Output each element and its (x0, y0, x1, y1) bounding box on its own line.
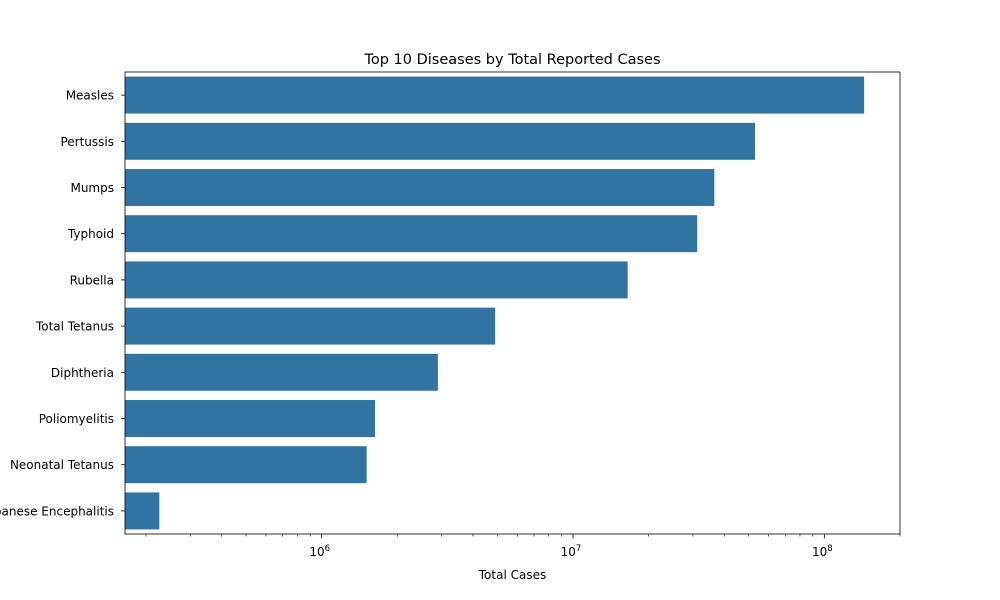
x-axis: 106 107 108 (145, 534, 901, 559)
y-tick-label: Neonatal Tetanus (10, 458, 114, 472)
bar-rubella (125, 261, 628, 299)
bar-mumps (125, 169, 715, 206)
y-tick-label: Diphtheria (51, 366, 114, 380)
bar-total-tetanus (125, 307, 496, 345)
bars-group (125, 76, 865, 530)
y-tick-label: Japanese Encephalitis (0, 504, 114, 518)
y-tick-label: Rubella (70, 273, 114, 287)
x-tick-label: 108 (812, 544, 833, 559)
y-tick-label: Mumps (70, 181, 114, 195)
bar-poliomyelitis (125, 400, 376, 437)
y-tick-label: Measles (66, 89, 114, 103)
bar-japanese-encephalitis (125, 492, 160, 530)
x-axis-label: Total Cases (478, 568, 546, 582)
x-tick-label-exponent: 7 (576, 544, 581, 554)
x-tick-label-base: 10 (812, 545, 827, 559)
y-tick-label: Typhoid (67, 227, 114, 241)
y-tick-label: Total Tetanus (35, 320, 114, 334)
bar-pertussis (125, 122, 756, 160)
x-tick-label: 107 (561, 544, 582, 559)
x-tick-label-exponent: 6 (325, 544, 330, 554)
y-axis: Measles Pertussis Mumps Typhoid Rubella Total… (0, 89, 125, 518)
x-tick-label: 106 (309, 544, 330, 559)
plot-frame (124, 71, 901, 535)
x-tick-label-base: 10 (309, 545, 324, 559)
bar-typhoid (125, 215, 698, 253)
y-tick-label: Pertussis (60, 135, 114, 149)
chart-title: Top 10 Diseases by Total Reported Cases (363, 52, 660, 68)
x-tick-label-base: 10 (561, 545, 576, 559)
y-tick-label: Poliomyelitis (39, 412, 114, 426)
bar-measles (125, 76, 865, 114)
x-tick-label-exponent: 8 (827, 544, 832, 554)
bar-neonatal-tetanus (125, 446, 367, 484)
bar-diphtheria (125, 353, 438, 391)
